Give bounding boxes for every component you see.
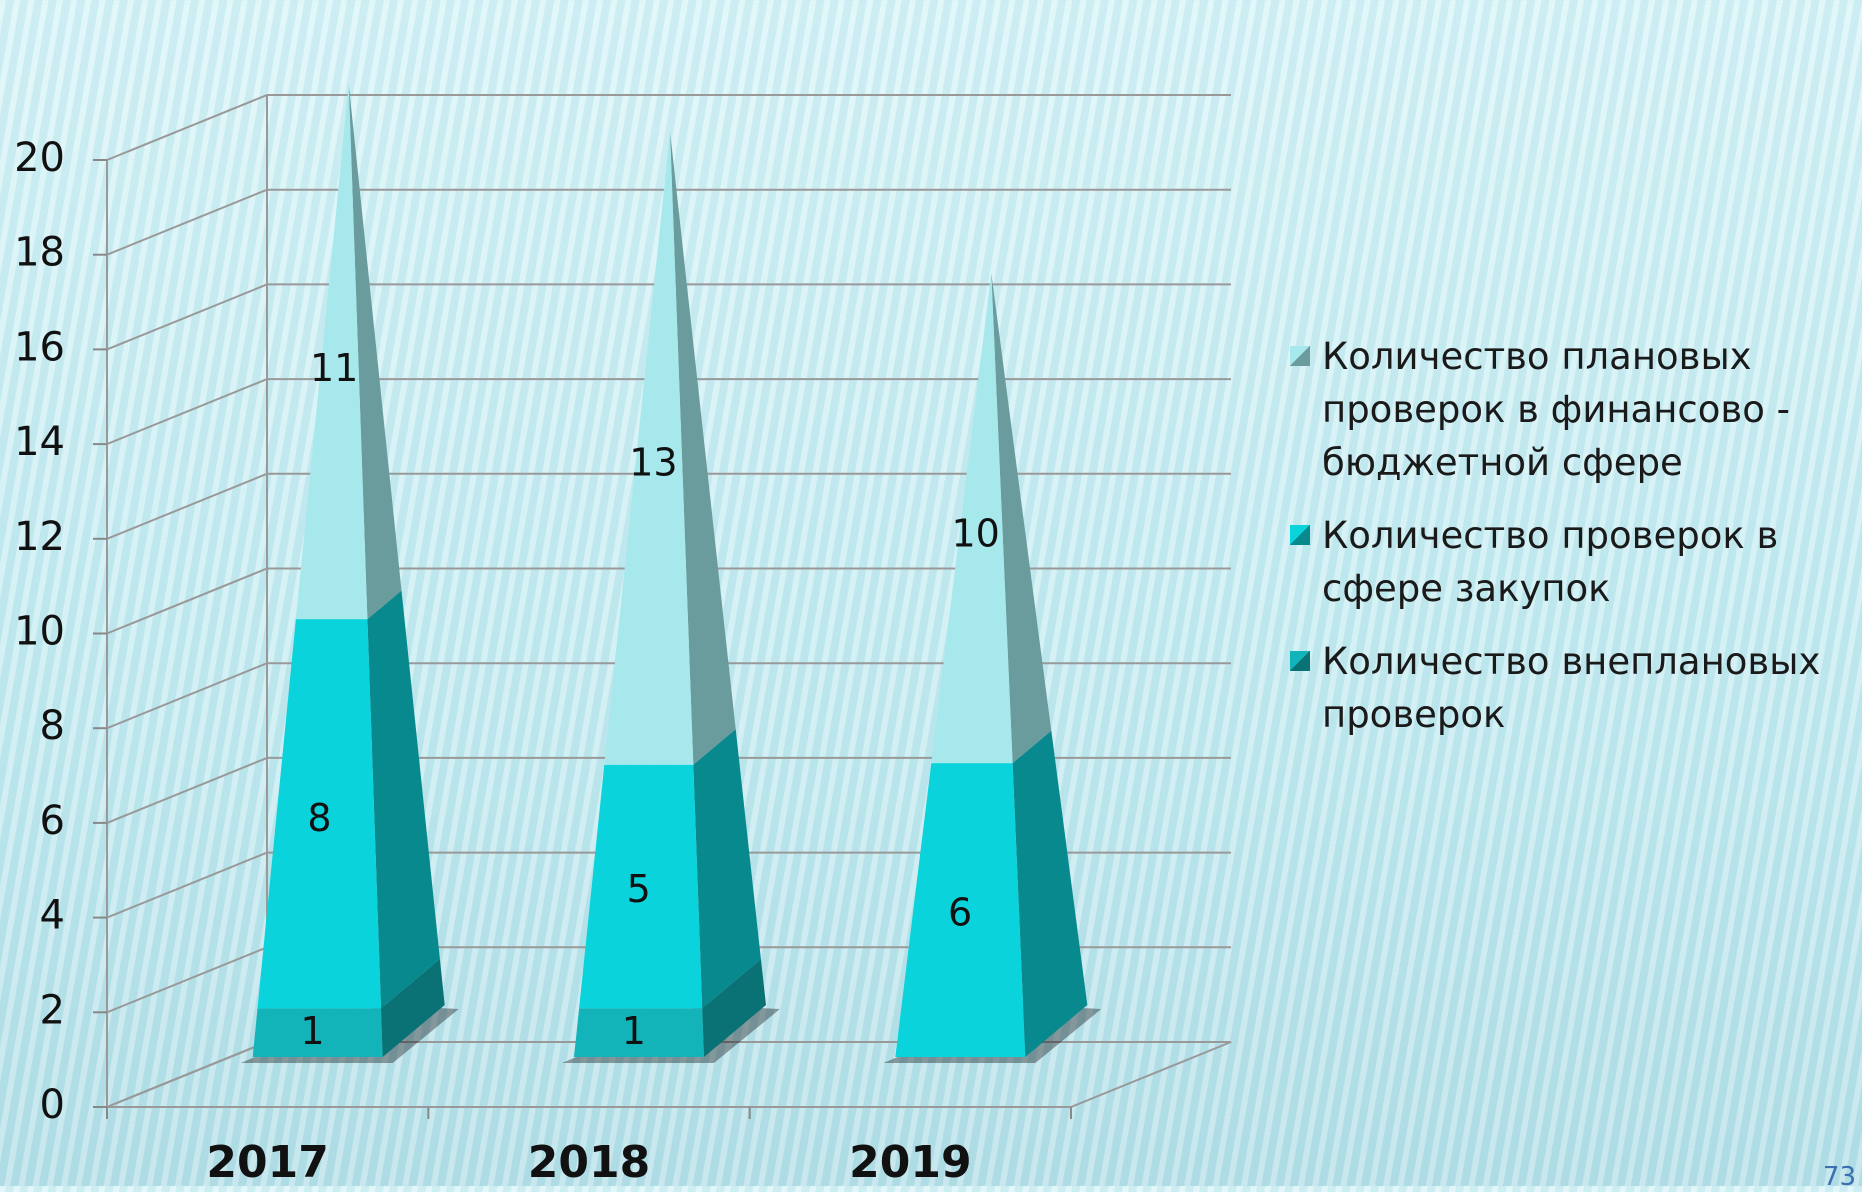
y-tick-label: 10: [14, 609, 65, 655]
data-label: 1: [622, 1009, 646, 1053]
data-label: 10: [951, 512, 999, 556]
x-tick-label: 2018: [528, 1137, 650, 1186]
y-tick-label: 8: [40, 703, 65, 749]
pyramid-segment: [579, 764, 703, 1009]
pyramid-segment: [931, 273, 1013, 764]
legend-label: Количество проверок в сфере закупок: [1322, 514, 1779, 610]
grid-line: [106, 662, 1231, 730]
grid-line: [106, 567, 1231, 635]
legend-label: Количество внеплановых проверок: [1322, 640, 1821, 736]
pyramid-segment: [604, 131, 694, 765]
pyramid-side: [670, 131, 736, 765]
legend-item: Количество проверок в сфере закупок: [1290, 509, 1850, 615]
legend-swatch: [1290, 651, 1310, 671]
y-tick-label: 20: [14, 135, 65, 181]
grid-line: [106, 378, 1231, 446]
legend-swatch: [1290, 346, 1310, 366]
pyramid-side: [381, 959, 445, 1057]
grid-line: [106, 851, 1231, 919]
legend-item: Количество внеплановых проверок: [1290, 635, 1850, 741]
legend-swatch: [1290, 525, 1310, 545]
y-tick-label: 0: [40, 1082, 65, 1128]
pyramid-segment: [574, 1008, 704, 1057]
data-label: 13: [629, 441, 677, 485]
data-label: 6: [948, 890, 972, 934]
pyramid-side: [693, 729, 761, 1009]
data-label: 5: [627, 867, 651, 911]
grid-line: [106, 188, 1231, 256]
grid-line: [106, 756, 1231, 824]
pyramid-segment: [295, 84, 368, 620]
legend: Количество плановых проверок в финансово…: [1290, 330, 1850, 761]
y-tick-label: 12: [14, 514, 65, 560]
data-label: 1: [300, 1009, 324, 1053]
pyramid-side: [348, 84, 402, 620]
pyramid-segment: [252, 1008, 383, 1057]
y-tick-label: 14: [14, 419, 65, 465]
y-tick-label: 6: [40, 798, 65, 844]
page-number: 73: [1822, 1162, 1856, 1192]
legend-item: Количество плановых проверок в финансово…: [1290, 330, 1850, 489]
pyramid-segment: [895, 763, 1026, 1057]
pyramid-side: [702, 959, 766, 1057]
grid-line: [106, 283, 1231, 351]
y-tick-label: 2: [40, 987, 65, 1033]
pyramid-side: [367, 590, 440, 1009]
data-label: 11: [310, 346, 358, 390]
grid-line: [106, 94, 1231, 161]
y-tick-label: 16: [14, 324, 65, 370]
grid-line: [106, 472, 1231, 540]
pyramid-segment: [257, 619, 381, 1009]
y-tick-label: 18: [14, 230, 65, 276]
pyramid-side: [991, 273, 1052, 764]
x-tick-label: 2017: [206, 1137, 328, 1186]
data-label: 8: [307, 796, 331, 840]
pyramid-side: [1012, 730, 1088, 1057]
x-tick-label: 2019: [849, 1137, 971, 1186]
legend-label: Количество плановых проверок в финансово…: [1322, 335, 1790, 484]
y-tick-label: 4: [40, 893, 65, 939]
